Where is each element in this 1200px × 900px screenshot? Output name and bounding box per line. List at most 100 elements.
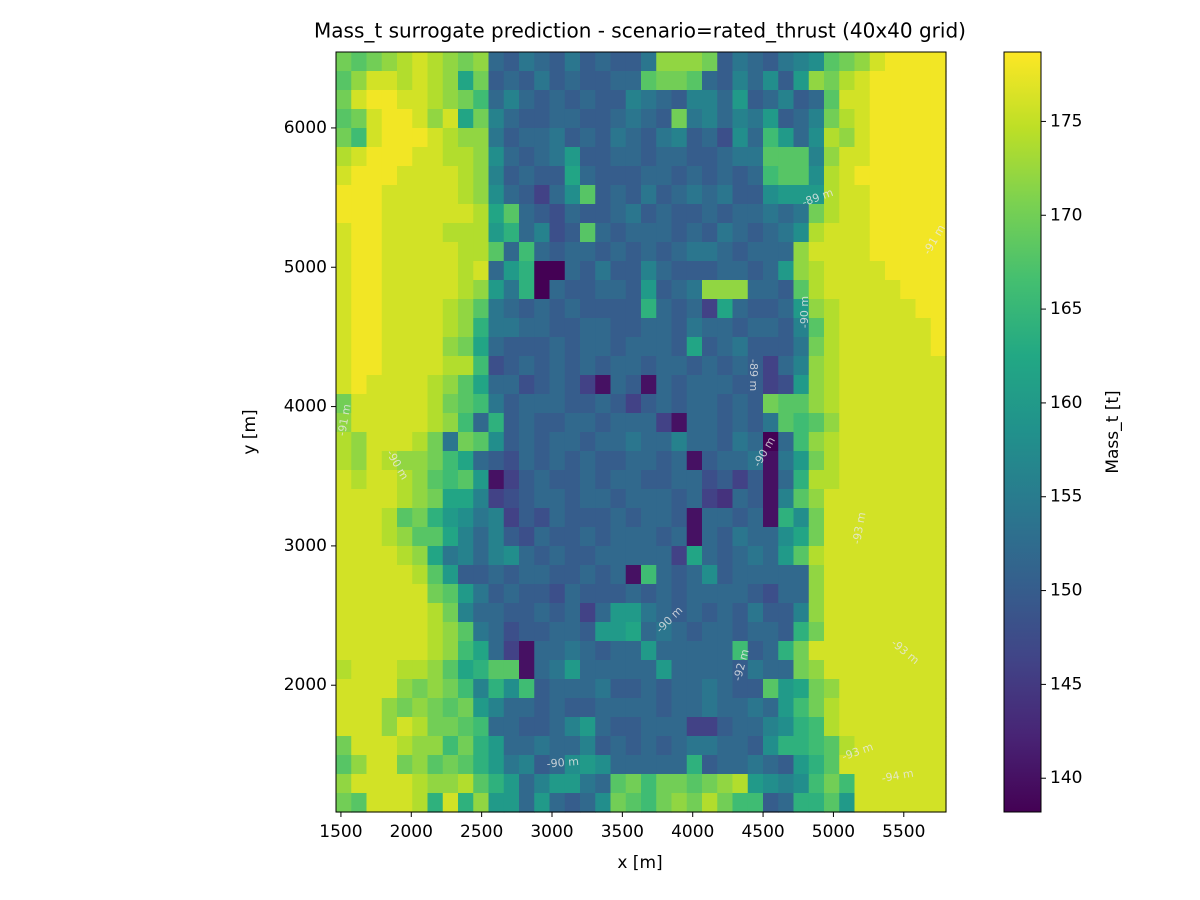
heatmap-cell: [580, 451, 596, 471]
heatmap-cell: [488, 565, 505, 585]
heatmap-cell: [778, 698, 795, 718]
heatmap-cell: [641, 432, 657, 452]
heatmap-cell: [473, 261, 490, 281]
heatmap-cell: [534, 603, 551, 623]
heatmap-cell: [824, 584, 840, 604]
heatmap-cell: [656, 394, 673, 414]
heatmap-cell: [458, 204, 474, 224]
heatmap-cell: [641, 185, 657, 205]
heatmap-cell: [717, 413, 734, 433]
heatmap-cell: [412, 71, 429, 91]
colorbar-tick-label: 165: [1050, 299, 1082, 319]
heatmap-cell: [427, 185, 444, 205]
heatmap-cell: [671, 508, 688, 528]
heatmap-cell: [625, 223, 642, 243]
heatmap-cell: [549, 432, 566, 452]
heatmap-cell: [412, 261, 429, 281]
heatmap-cell: [854, 166, 871, 186]
heatmap-cell: [549, 565, 566, 585]
heatmap-cell: [824, 337, 840, 357]
heatmap-cell: [686, 527, 703, 547]
heatmap-cell: [549, 717, 566, 737]
heatmap-cell: [412, 166, 429, 186]
heatmap-cell: [641, 204, 657, 224]
heatmap-cell: [869, 52, 886, 72]
heatmap-cell: [473, 622, 490, 642]
heatmap-cell: [824, 641, 840, 661]
heatmap-cell: [793, 185, 810, 205]
heatmap-cell: [534, 527, 551, 547]
heatmap-cell: [854, 52, 871, 72]
heatmap-cell: [381, 451, 398, 471]
heatmap-cell: [732, 337, 749, 357]
heatmap-cell: [717, 698, 734, 718]
heatmap-cell: [519, 451, 535, 471]
heatmap-cell: [656, 90, 673, 110]
heatmap-cell: [824, 736, 840, 756]
heatmap-cell: [458, 185, 474, 205]
heatmap-cell: [671, 736, 688, 756]
heatmap-cell: [763, 755, 779, 775]
heatmap-cell: [397, 204, 413, 224]
heatmap-cell: [503, 71, 520, 91]
heatmap-cell: [671, 603, 688, 623]
heatmap-cell: [915, 546, 932, 566]
heatmap-cell: [397, 337, 413, 357]
heatmap-cell: [900, 375, 917, 395]
heatmap-cell: [564, 641, 581, 661]
heatmap-cell: [702, 128, 718, 148]
heatmap-cell: [351, 736, 368, 756]
heatmap-cell: [519, 185, 535, 205]
heatmap-cell: [549, 793, 566, 813]
heatmap-cell: [503, 109, 520, 129]
heatmap-cell: [915, 584, 932, 604]
heatmap-cell: [671, 71, 688, 91]
heatmap-cell: [763, 204, 779, 224]
heatmap-cell: [442, 622, 459, 642]
heatmap-cell: [610, 128, 627, 148]
heatmap-cell: [458, 432, 474, 452]
heatmap-cell: [900, 166, 917, 186]
heatmap-cell: [519, 204, 535, 224]
heatmap-cell: [930, 679, 947, 699]
heatmap-cell: [793, 451, 810, 471]
heatmap-cell: [717, 242, 734, 262]
heatmap-cell: [427, 622, 444, 642]
heatmap-cell: [763, 147, 779, 167]
heatmap-cell: [625, 489, 642, 509]
heatmap-cell: [488, 375, 505, 395]
heatmap-cell: [778, 584, 795, 604]
heatmap-cell: [747, 527, 764, 547]
heatmap-cell: [763, 318, 779, 338]
heatmap-cell: [549, 394, 566, 414]
heatmap-cell: [641, 356, 657, 376]
heatmap-cell: [580, 432, 596, 452]
heatmap-cell: [854, 204, 871, 224]
heatmap-cell: [336, 584, 352, 604]
heatmap-cell: [702, 90, 718, 110]
heatmap-cell: [793, 280, 810, 300]
heatmap-cell: [656, 717, 673, 737]
heatmap-cell: [595, 90, 612, 110]
heatmap-cell: [885, 470, 901, 490]
heatmap-cell: [595, 508, 612, 528]
heatmap-cell: [717, 337, 734, 357]
heatmap-cell: [641, 128, 657, 148]
heatmap-cell: [412, 774, 429, 794]
heatmap-cell: [656, 375, 673, 395]
heatmap-cell: [702, 109, 718, 129]
heatmap-cell: [473, 584, 490, 604]
heatmap-cell: [793, 299, 810, 319]
heatmap-cell: [686, 71, 703, 91]
heatmap-cell: [717, 109, 734, 129]
heatmap-cell: [915, 356, 932, 376]
heatmap-cell: [442, 546, 459, 566]
heatmap-cell: [397, 698, 413, 718]
heatmap-cell: [793, 584, 810, 604]
heatmap-cell: [580, 356, 596, 376]
heatmap-cell: [412, 793, 429, 813]
heatmap-cell: [595, 451, 612, 471]
heatmap-cell: [336, 318, 352, 338]
heatmap-cell: [534, 717, 551, 737]
heatmap-cell: [885, 546, 901, 566]
